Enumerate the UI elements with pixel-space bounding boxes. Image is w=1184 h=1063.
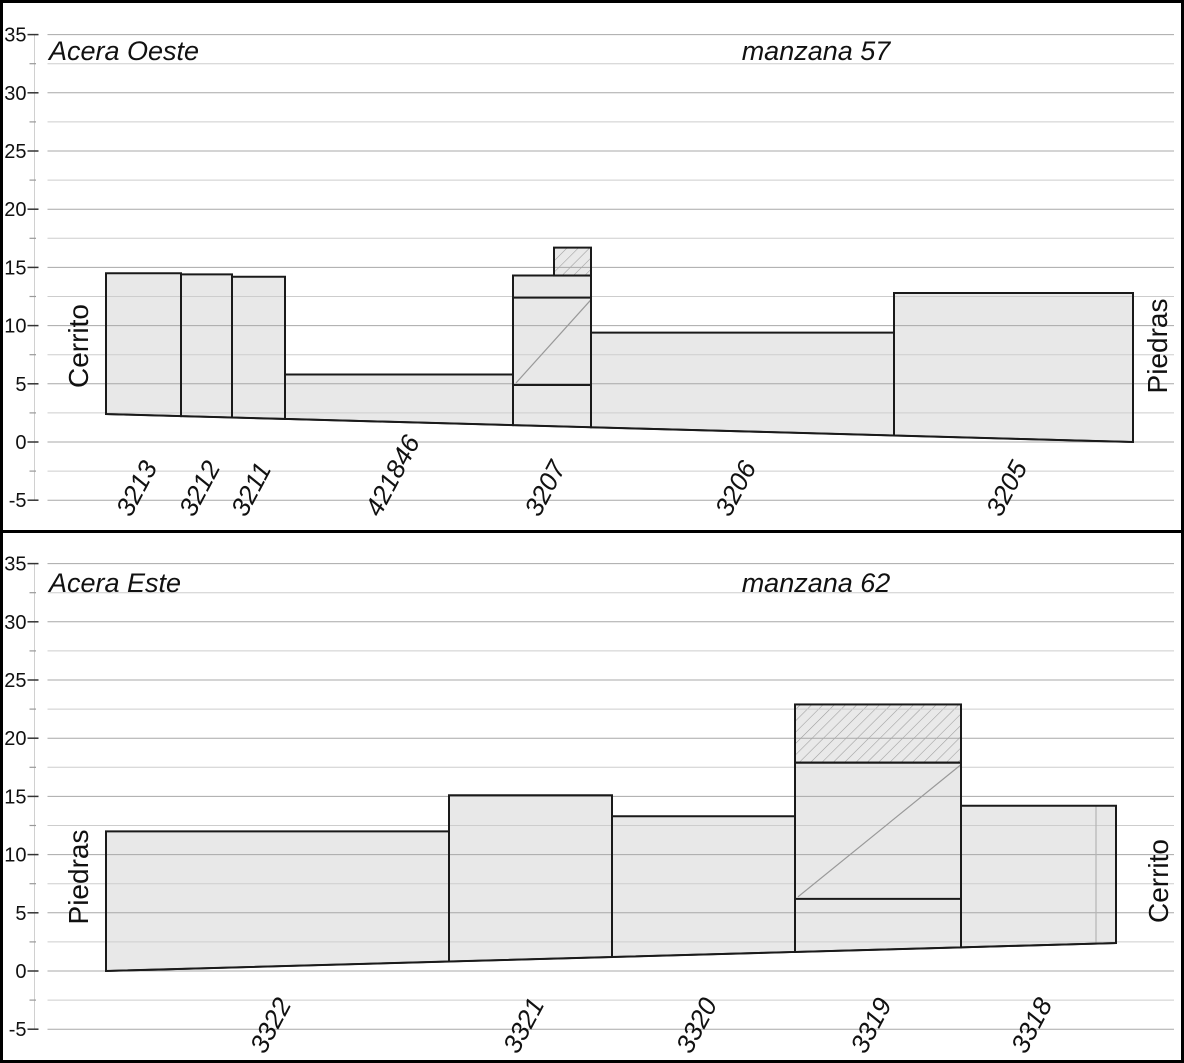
building-fill-3318 [961,805,1116,948]
panel-divider [0,530,1184,533]
building-fill-3212 [181,274,232,418]
lot-label-3205: 3205 [980,455,1034,521]
figure-border-top [0,0,1184,3]
building-fill-3205 [894,293,1133,442]
street-label-west-right: Piedras [1142,298,1173,394]
lot-label-3318: 3318 [1005,992,1059,1058]
y-tick-label: 30 [4,83,26,105]
y-tick-label: 20 [4,199,26,221]
ground-line [105,413,1134,443]
y-tick-label: -5 [9,490,27,512]
ground-line [105,942,1117,972]
lot-label-3319: 3319 [844,993,898,1058]
y-tick-label: 35 [4,25,26,47]
building-fill-3321 [449,795,612,962]
y-tick-label: 5 [15,903,26,925]
y-tick-label: 25 [4,141,26,163]
building-fill-3213 [106,273,181,417]
y-tick-label: 0 [15,961,26,983]
figure-border-bottom [0,1060,1184,1063]
lot-label-3321: 3321 [497,993,551,1058]
lot-label-3212: 3212 [173,455,227,521]
lot-label-3206: 3206 [709,455,763,521]
building-fill-3319 [795,762,961,952]
panel-east-title: Acera Este [49,568,182,598]
y-tick-label: 10 [4,316,26,338]
lot-label-421846: 421846 [359,430,426,521]
building-fill-421846 [285,374,513,426]
panel-1: -5 0 5 10 15 20 25 30 35 3322 3321 3320 3319 3318 [4,554,1174,1058]
y-tick-label: 0 [15,432,26,454]
y-tick-label: -5 [9,1019,27,1041]
roof-hatch-outline-3207 [553,246,592,277]
building-fill-3322 [106,831,449,971]
y-tick-label: 30 [4,612,26,634]
lot-label-3322: 3322 [244,992,298,1058]
street-label-east-right: Cerrito [1143,838,1174,924]
roof-hatch-outline-3319 [794,703,962,764]
y-tick-label: 15 [4,257,26,279]
roof-hatch-fill-3319 [795,704,961,763]
building-fill-3211 [232,276,285,419]
building-fill-3320 [612,816,795,958]
lot-label-3211: 3211 [225,457,278,520]
y-tick-label: 20 [4,728,26,750]
lot-label-3213: 3213 [110,455,164,521]
facade-diagonal-3207 [515,299,592,384]
y-tick-label: 25 [4,670,26,692]
panel-west-subtitle: manzana 57 [741,36,891,66]
panel-east-subtitle: manzana 62 [741,568,891,598]
street-label-east-left: Piedras [63,829,94,925]
lot-label-3320: 3320 [670,992,724,1058]
facade-diagonal-3319 [797,764,962,898]
roof-hatch-fill-3207 [554,247,591,276]
y-tick-label: 15 [4,786,26,808]
panel-west-title: Acera Oeste [49,36,200,66]
y-tick-label: 10 [4,845,26,867]
street-label-west-left: Cerrito [63,303,94,389]
lot-label-3207: 3207 [518,454,572,521]
building-fill-3207 [513,275,591,428]
y-tick-label: 5 [15,374,26,396]
y-tick-label: 35 [4,554,26,576]
